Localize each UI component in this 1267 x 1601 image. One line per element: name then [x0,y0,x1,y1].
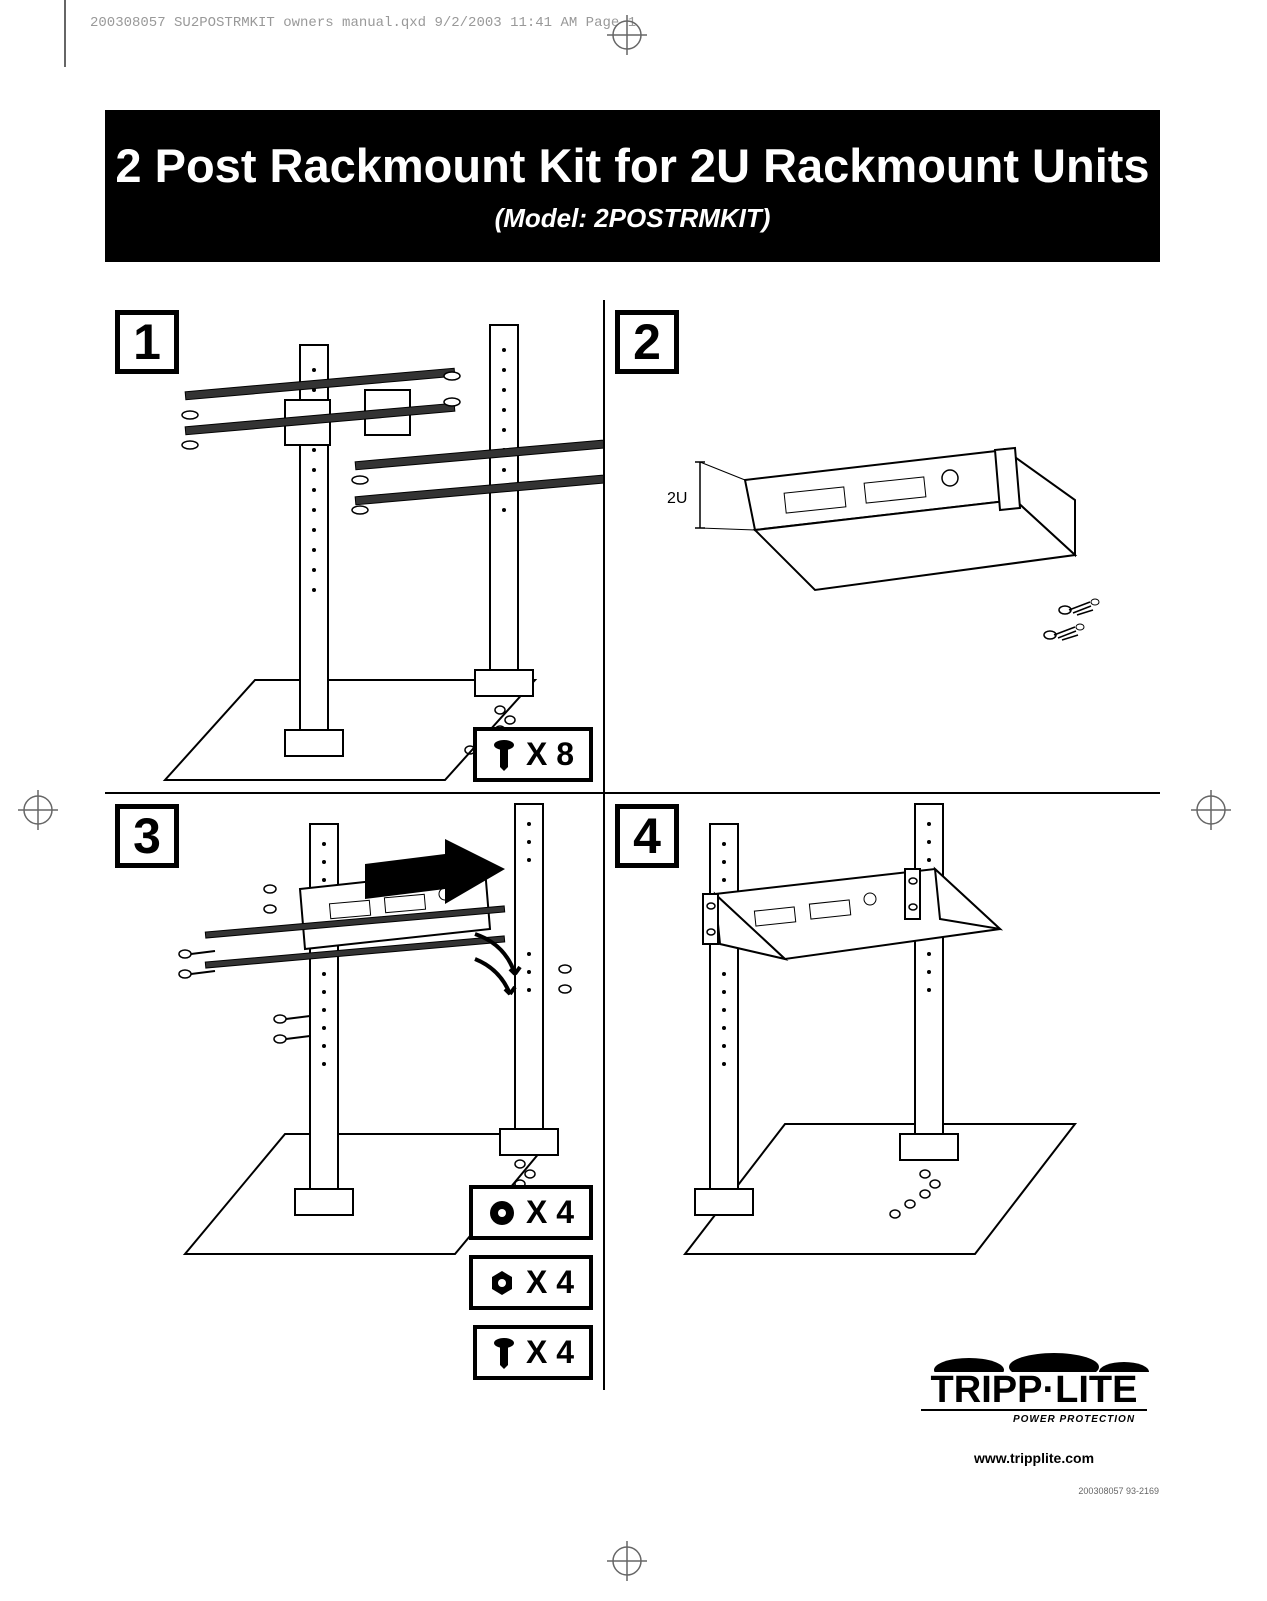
svg-text:POWER PROTECTION: POWER PROTECTION [1013,1414,1135,1425]
title-main: 2 Post Rackmount Kit for 2U Rackmount Un… [115,138,1149,193]
diagram-area: 1 X 8 [105,300,1160,1390]
file-metadata: 200308057 SU2POSTRMKIT owners manual.qxd… [90,15,636,31]
step-number-4: 4 [615,804,679,868]
washer-icon [488,1199,516,1227]
step-panel-2: 2U 2 [605,300,1160,792]
nut-icon [488,1269,516,1297]
parts-label: X 4 [526,1264,574,1301]
parts-count-screws-8: X 8 [473,727,593,782]
parts-count-nuts-4: X 4 [469,1255,593,1310]
registration-mark-right [1191,790,1231,835]
svg-text:TRIPP·LITE: TRIPP·LITE [931,1369,1138,1411]
parts-count-screws-4: X 4 [473,1325,593,1380]
parts-count-washers-4: X 4 [469,1185,593,1240]
step4-diagram [605,794,1160,1390]
doc-code: 200308057 93-2169 [1078,1486,1159,1496]
crop-mark [64,0,66,67]
registration-mark-bottom [607,1541,647,1586]
step-panel-3: 3 X 4 X 4 [105,794,603,1390]
page: 200308057 SU2POSTRMKIT owners manual.qxd… [0,0,1267,1601]
step-panel-1: 1 X 8 [105,300,603,792]
title-model: (Model: 2POSTRMKIT) [495,203,771,234]
registration-mark-left [18,790,58,835]
tripp-lite-logo: TRIPP·LITE POWER PROTECTION [909,1352,1159,1427]
step2-diagram [605,300,1160,792]
registration-mark-top [607,15,647,60]
header-text: 200308057 SU2POSTRMKIT owners manual.qxd… [90,15,636,31]
screw-icon [492,739,516,771]
screw-icon [492,1337,516,1369]
logo-url: www.tripplite.com [909,1450,1159,1466]
step-number-2: 2 [615,310,679,374]
parts-label: X 4 [526,1194,574,1231]
step-panel-4: 4 [605,794,1160,1390]
parts-label: X 4 [526,1334,574,1371]
step-number-3: 3 [115,804,179,868]
label-2u: 2U [667,490,687,508]
step-number-1: 1 [115,310,179,374]
parts-label: X 8 [526,736,574,773]
logo-block: TRIPP·LITE POWER PROTECTION www.tripplit… [909,1352,1159,1466]
step1-diagram [105,300,603,792]
title-block: 2 Post Rackmount Kit for 2U Rackmount Un… [105,110,1160,262]
